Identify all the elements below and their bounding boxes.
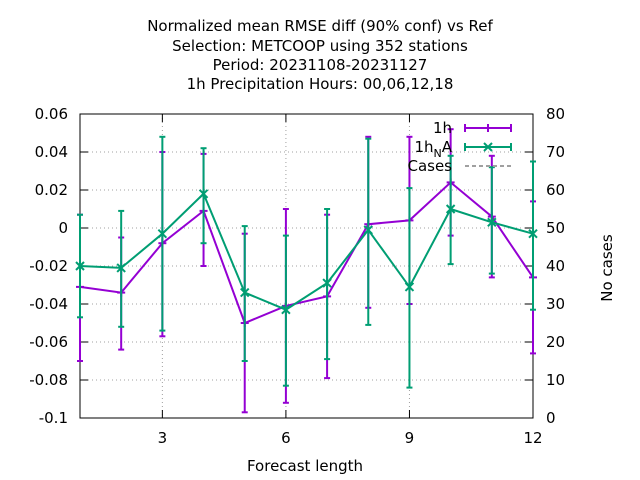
y2-tick-label: 60 xyxy=(546,181,565,199)
y2-tick-label: 20 xyxy=(546,333,565,351)
data-point xyxy=(322,278,332,288)
y-tick-label: -0.08 xyxy=(29,371,68,389)
y2-tick-label: 0 xyxy=(546,409,556,427)
grid xyxy=(80,114,533,418)
series-1h_NA xyxy=(75,135,538,389)
x-tick-label: 12 xyxy=(523,429,542,447)
series-line xyxy=(79,192,534,311)
legend-label-1h-na: 1hNA xyxy=(414,138,452,160)
data-point xyxy=(404,282,415,292)
chart-title-line-2: Selection: METCOOP using 352 stations xyxy=(172,37,468,55)
y2-tick-label: 80 xyxy=(546,105,565,123)
x-axis-label: Forecast length xyxy=(247,457,363,475)
y-tick-label: -0.04 xyxy=(29,295,68,313)
y2-tick-label: 10 xyxy=(546,371,565,389)
series-line xyxy=(79,181,534,325)
y2-tick-label: 70 xyxy=(546,143,565,161)
chart-title-line-3: Period: 20231108-20231127 xyxy=(212,56,428,74)
y-tick-label: 0 xyxy=(58,219,68,237)
chart-title-line-1: Normalized mean RMSE diff (90% conf) vs … xyxy=(147,17,493,35)
y2-tick-label: 30 xyxy=(546,295,565,313)
chart-title-line-4: 1h Precipitation Hours: 00,06,12,18 xyxy=(186,75,454,93)
series-1h xyxy=(76,128,537,414)
y-tick-label: -0.06 xyxy=(29,333,68,351)
x-tick-label: 3 xyxy=(158,429,168,447)
legend-marker-1h-na xyxy=(483,142,493,152)
y-tick-label: -0.1 xyxy=(39,409,68,427)
x-tick-label: 6 xyxy=(281,429,291,447)
plot-area xyxy=(75,128,538,414)
data-point xyxy=(75,261,85,271)
data-point xyxy=(157,228,168,239)
axes: 0.06 0.04 0.02 0 -0.02 -0.04 -0.06 -0.08 -0.1 80 7… xyxy=(29,105,565,447)
data-point xyxy=(198,189,209,199)
legend-label-cases: Cases xyxy=(407,157,452,175)
data-point xyxy=(240,287,250,298)
data-point xyxy=(487,217,497,228)
y-tick-label: 0.06 xyxy=(35,105,68,123)
y2-tick-label: 50 xyxy=(546,219,565,237)
plot-frame xyxy=(79,113,534,419)
y2-axis-label: No cases xyxy=(598,234,616,302)
y-tick-label: 0.02 xyxy=(35,181,68,199)
data-point xyxy=(116,263,126,273)
data-point xyxy=(363,225,373,235)
y2-tick-label: 40 xyxy=(546,257,565,275)
y-tick-label: 0.04 xyxy=(35,143,68,161)
data-point xyxy=(528,228,538,239)
data-point xyxy=(281,304,291,315)
legend-label-1h: 1h xyxy=(433,119,452,137)
data-point xyxy=(445,204,456,214)
y-tick-label: -0.02 xyxy=(29,257,68,275)
x-tick-label: 9 xyxy=(405,429,415,447)
